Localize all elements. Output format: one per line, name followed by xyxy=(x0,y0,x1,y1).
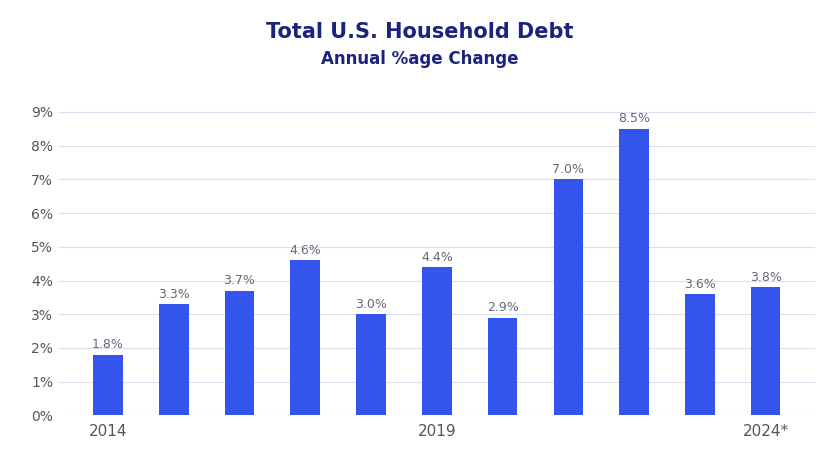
Text: 3.0%: 3.0% xyxy=(355,298,387,311)
Bar xyxy=(619,129,649,415)
Text: 4.4%: 4.4% xyxy=(421,251,453,264)
Text: 7.0%: 7.0% xyxy=(553,163,585,176)
Text: 3.3%: 3.3% xyxy=(158,288,190,301)
Text: 4.6%: 4.6% xyxy=(290,244,321,257)
Bar xyxy=(554,179,583,415)
Text: 3.8%: 3.8% xyxy=(750,271,781,284)
Text: 8.5%: 8.5% xyxy=(618,112,650,126)
Text: Total U.S. Household Debt: Total U.S. Household Debt xyxy=(266,23,574,42)
Text: 2.9%: 2.9% xyxy=(486,301,518,314)
Bar xyxy=(159,304,188,415)
Text: 3.6%: 3.6% xyxy=(684,278,716,291)
Bar xyxy=(751,287,780,415)
Bar xyxy=(93,354,123,415)
Bar xyxy=(291,260,320,415)
Text: Annual %age Change: Annual %age Change xyxy=(321,51,519,68)
Text: 3.7%: 3.7% xyxy=(223,274,255,287)
Bar xyxy=(356,314,386,415)
Bar xyxy=(422,267,452,415)
Bar xyxy=(488,318,517,415)
Text: 1.8%: 1.8% xyxy=(92,338,123,351)
Bar xyxy=(685,294,715,415)
Bar xyxy=(224,291,255,415)
